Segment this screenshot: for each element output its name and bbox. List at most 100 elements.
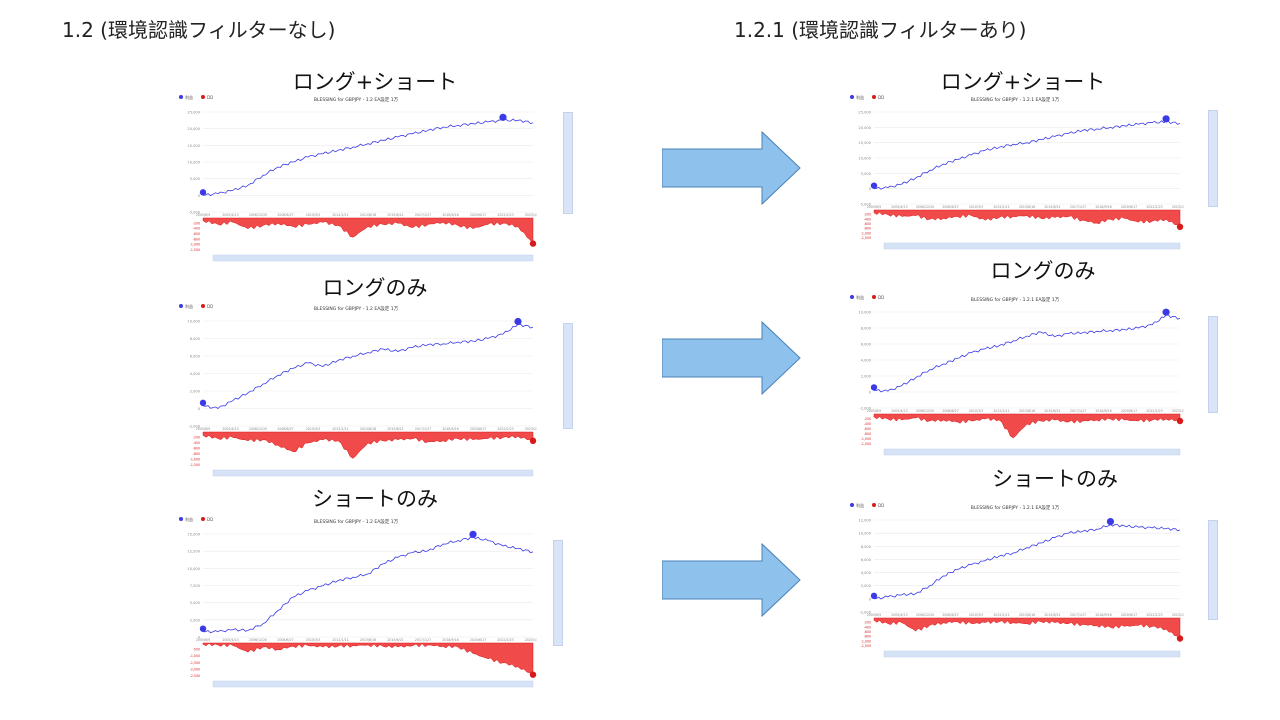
x-tick-label: 2018/9/16 [1095,409,1111,413]
start-marker [870,592,878,600]
x-tick-label: 2006/12/20 [249,427,267,431]
x-tick-label: 2012/1/11 [993,205,1009,209]
x-tick-label: 2012/1/11 [332,427,348,431]
y-tick-label: 5,000 [190,177,201,181]
chart-R2: 利益 DD BLESSING for GBPJPY - 1.2.1 EA設定 1万 1… [850,294,1184,456]
chart-label-L3: ショートのみ [312,487,438,511]
y-tick-label: 0 [198,194,201,198]
dd-tick-label: -400 [193,227,200,231]
x-tick-label: 2005/6/9 [867,409,881,413]
y-tick-label: 25,000 [187,111,200,115]
legend-marker-dd [872,95,876,99]
range-navigator [883,448,1181,456]
chart-L2: 利益 DD BLESSING for GBPJPY - 1.2 EA設定 1万 10,… [179,303,537,477]
x-tick-label: 2005/4/13 [222,213,238,217]
x-tick-label: 2010/3/3 [306,638,320,642]
legend-marker-dd [201,517,205,521]
x-tick-label: 2020/6/17 [470,638,486,642]
legend-marker-dd [201,95,205,99]
chart-title: BLESSING for GBPJPY - 1.2.1 EA設定 1万 [971,96,1060,103]
x-tick-label: 2022/2/23 [497,427,513,431]
x-tick-label: 2012/1/11 [993,613,1009,617]
drawdown-area [873,413,1181,439]
chart-label-R2: ロングのみ [990,259,1096,283]
x-tick-label: 2023/11/1 [1172,409,1184,413]
y-tick-label: 0 [869,597,872,601]
dd-tick-label: -800 [864,432,871,436]
y-tick-label: 6,000 [190,355,201,359]
y-tick-label: -2,000 [188,425,200,429]
legend-marker-profit [850,95,854,99]
x-tick-label: 2022/2/23 [1146,613,1162,617]
heading-right: 1.2.1 (環境認識フィルターあり) [734,18,1027,42]
x-tick-label: 2013/8/16 [1019,205,1035,209]
dd-tick-label: -800 [193,237,200,241]
x-tick-label: 2017/1/27 [415,213,431,217]
x-tick-label: 2006/12/20 [249,638,267,642]
legend-label-profit: 利益 [185,516,193,522]
chart-scrollbar-R3[interactable] [1208,520,1218,620]
chart-scrollbar-R2[interactable] [1208,316,1218,413]
y-tick-label: 0 [869,187,872,191]
dd-tick-label: -200 [864,621,871,625]
dd-tick-label: -200 [193,221,200,225]
x-tick-label: 2005/4/13 [891,205,907,209]
y-tick-label: 10,000 [858,157,871,161]
dd-tick-label: -1,000 [861,437,871,441]
dd-tick-label: -500 [193,648,200,652]
x-tick-label: 2018/9/16 [442,427,458,431]
chart-R1: 利益 DD BLESSING for GBPJPY - 1.2.1 EA設定 1万 2… [850,94,1184,250]
dd-tick-label: -800 [193,452,200,456]
chart-scrollbar-L1[interactable] [563,112,573,214]
arrow-right-icon [662,320,801,396]
dd-tick-label: -1,500 [861,442,871,446]
drawdown-end-marker [1176,417,1184,425]
x-tick-label: 2022/2/23 [1146,409,1162,413]
y-tick-label: -2,000 [859,611,871,615]
y-tick-label: 15,000 [187,533,200,537]
y-tick-label: 4,000 [861,359,872,363]
y-tick-label: 20,000 [858,126,871,130]
profit-line [203,536,534,634]
legend-marker-profit [179,517,183,521]
drawdown-end-marker [529,437,537,444]
x-tick-label: 2010/3/3 [306,427,320,431]
y-tick-label: 0 [198,636,201,640]
legend-label-profit: 利益 [856,294,864,300]
x-tick-label: 2008/6/27 [277,427,293,431]
range-navigator [883,242,1181,250]
legend-label-dd: DD [878,95,884,100]
dd-tick-label: -200 [193,436,200,440]
legend-label-profit: 利益 [185,94,193,100]
dd-tick-label: -400 [864,217,871,221]
dd-tick-label: -2,000 [190,667,200,671]
x-tick-label: 2023/11/1 [525,427,537,431]
peak-marker [1106,518,1115,526]
x-tick-label: 2005/4/13 [891,613,907,617]
x-tick-label: 2018/9/16 [442,213,458,217]
x-tick-label: 2022/2/23 [1146,205,1162,209]
start-marker [199,625,207,632]
chart-scrollbar-L3[interactable] [553,540,563,646]
x-tick-label: 2020/6/17 [470,427,486,431]
chart-title: BLESSING for GBPJPY - 1.2 EA設定 1万 [314,96,399,103]
legend-marker-profit [850,503,854,507]
dd-tick-label: -400 [864,422,871,426]
chart-label-L2: ロングのみ [322,276,428,300]
x-tick-label: 2008/6/27 [277,213,293,217]
legend-marker-profit [179,304,183,308]
chart-scrollbar-L2[interactable] [563,323,573,429]
peak-marker [469,530,477,538]
dd-tick-label: -1,000 [190,458,200,462]
chart-L1: 利益 DD BLESSING for GBPJPY - 1.2 EA設定 1万 25,… [179,94,537,262]
dd-tick-label: -200 [864,213,871,217]
dd-tick-label: -600 [193,447,200,451]
drawdown-end-marker [529,240,537,247]
x-tick-label: 2017/1/27 [1070,205,1086,209]
x-tick-label: 2020/6/17 [470,213,486,217]
y-tick-label: 7,500 [190,584,201,588]
y-tick-label: -5,000 [859,203,871,207]
dd-tick-label: -1,500 [861,644,871,648]
chart-scrollbar-R1[interactable] [1208,110,1218,207]
legend-marker-dd [872,503,876,507]
